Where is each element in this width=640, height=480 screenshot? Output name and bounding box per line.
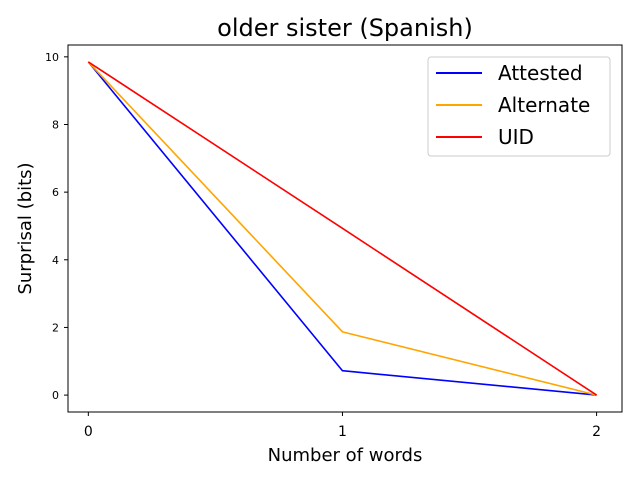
y-tick-label: 10	[45, 51, 59, 64]
y-tick-label: 8	[52, 118, 59, 131]
x-axis: 0 1 2	[84, 412, 601, 440]
y-tick-label: 4	[52, 254, 59, 267]
y-axis: 0 2 4 6 8 10	[45, 51, 68, 402]
x-tick-label: 2	[592, 424, 601, 440]
plot-frame	[67, 44, 623, 413]
y-tick-label: 6	[52, 186, 59, 199]
legend-label: Alternate	[498, 93, 590, 117]
series-line-attested	[87, 61, 597, 396]
series-line-uid	[87, 61, 598, 396]
chart-title: older sister (Spanish)	[217, 14, 473, 42]
legend-label: UID	[498, 125, 534, 149]
y-tick-label: 0	[52, 389, 59, 402]
legend-box	[427, 56, 611, 157]
legend-label: Attested	[498, 61, 583, 85]
series-line-alternate	[87, 61, 597, 396]
x-axis-label: Number of words	[268, 445, 423, 466]
y-tick-label: 2	[52, 321, 59, 334]
plot-area	[87, 61, 598, 396]
x-tick-label: 0	[84, 424, 93, 440]
legend: Attested Alternate UID	[427, 56, 611, 157]
y-axis-label: Surprisal (bits)	[15, 162, 36, 294]
x-tick-label: 1	[338, 424, 347, 440]
